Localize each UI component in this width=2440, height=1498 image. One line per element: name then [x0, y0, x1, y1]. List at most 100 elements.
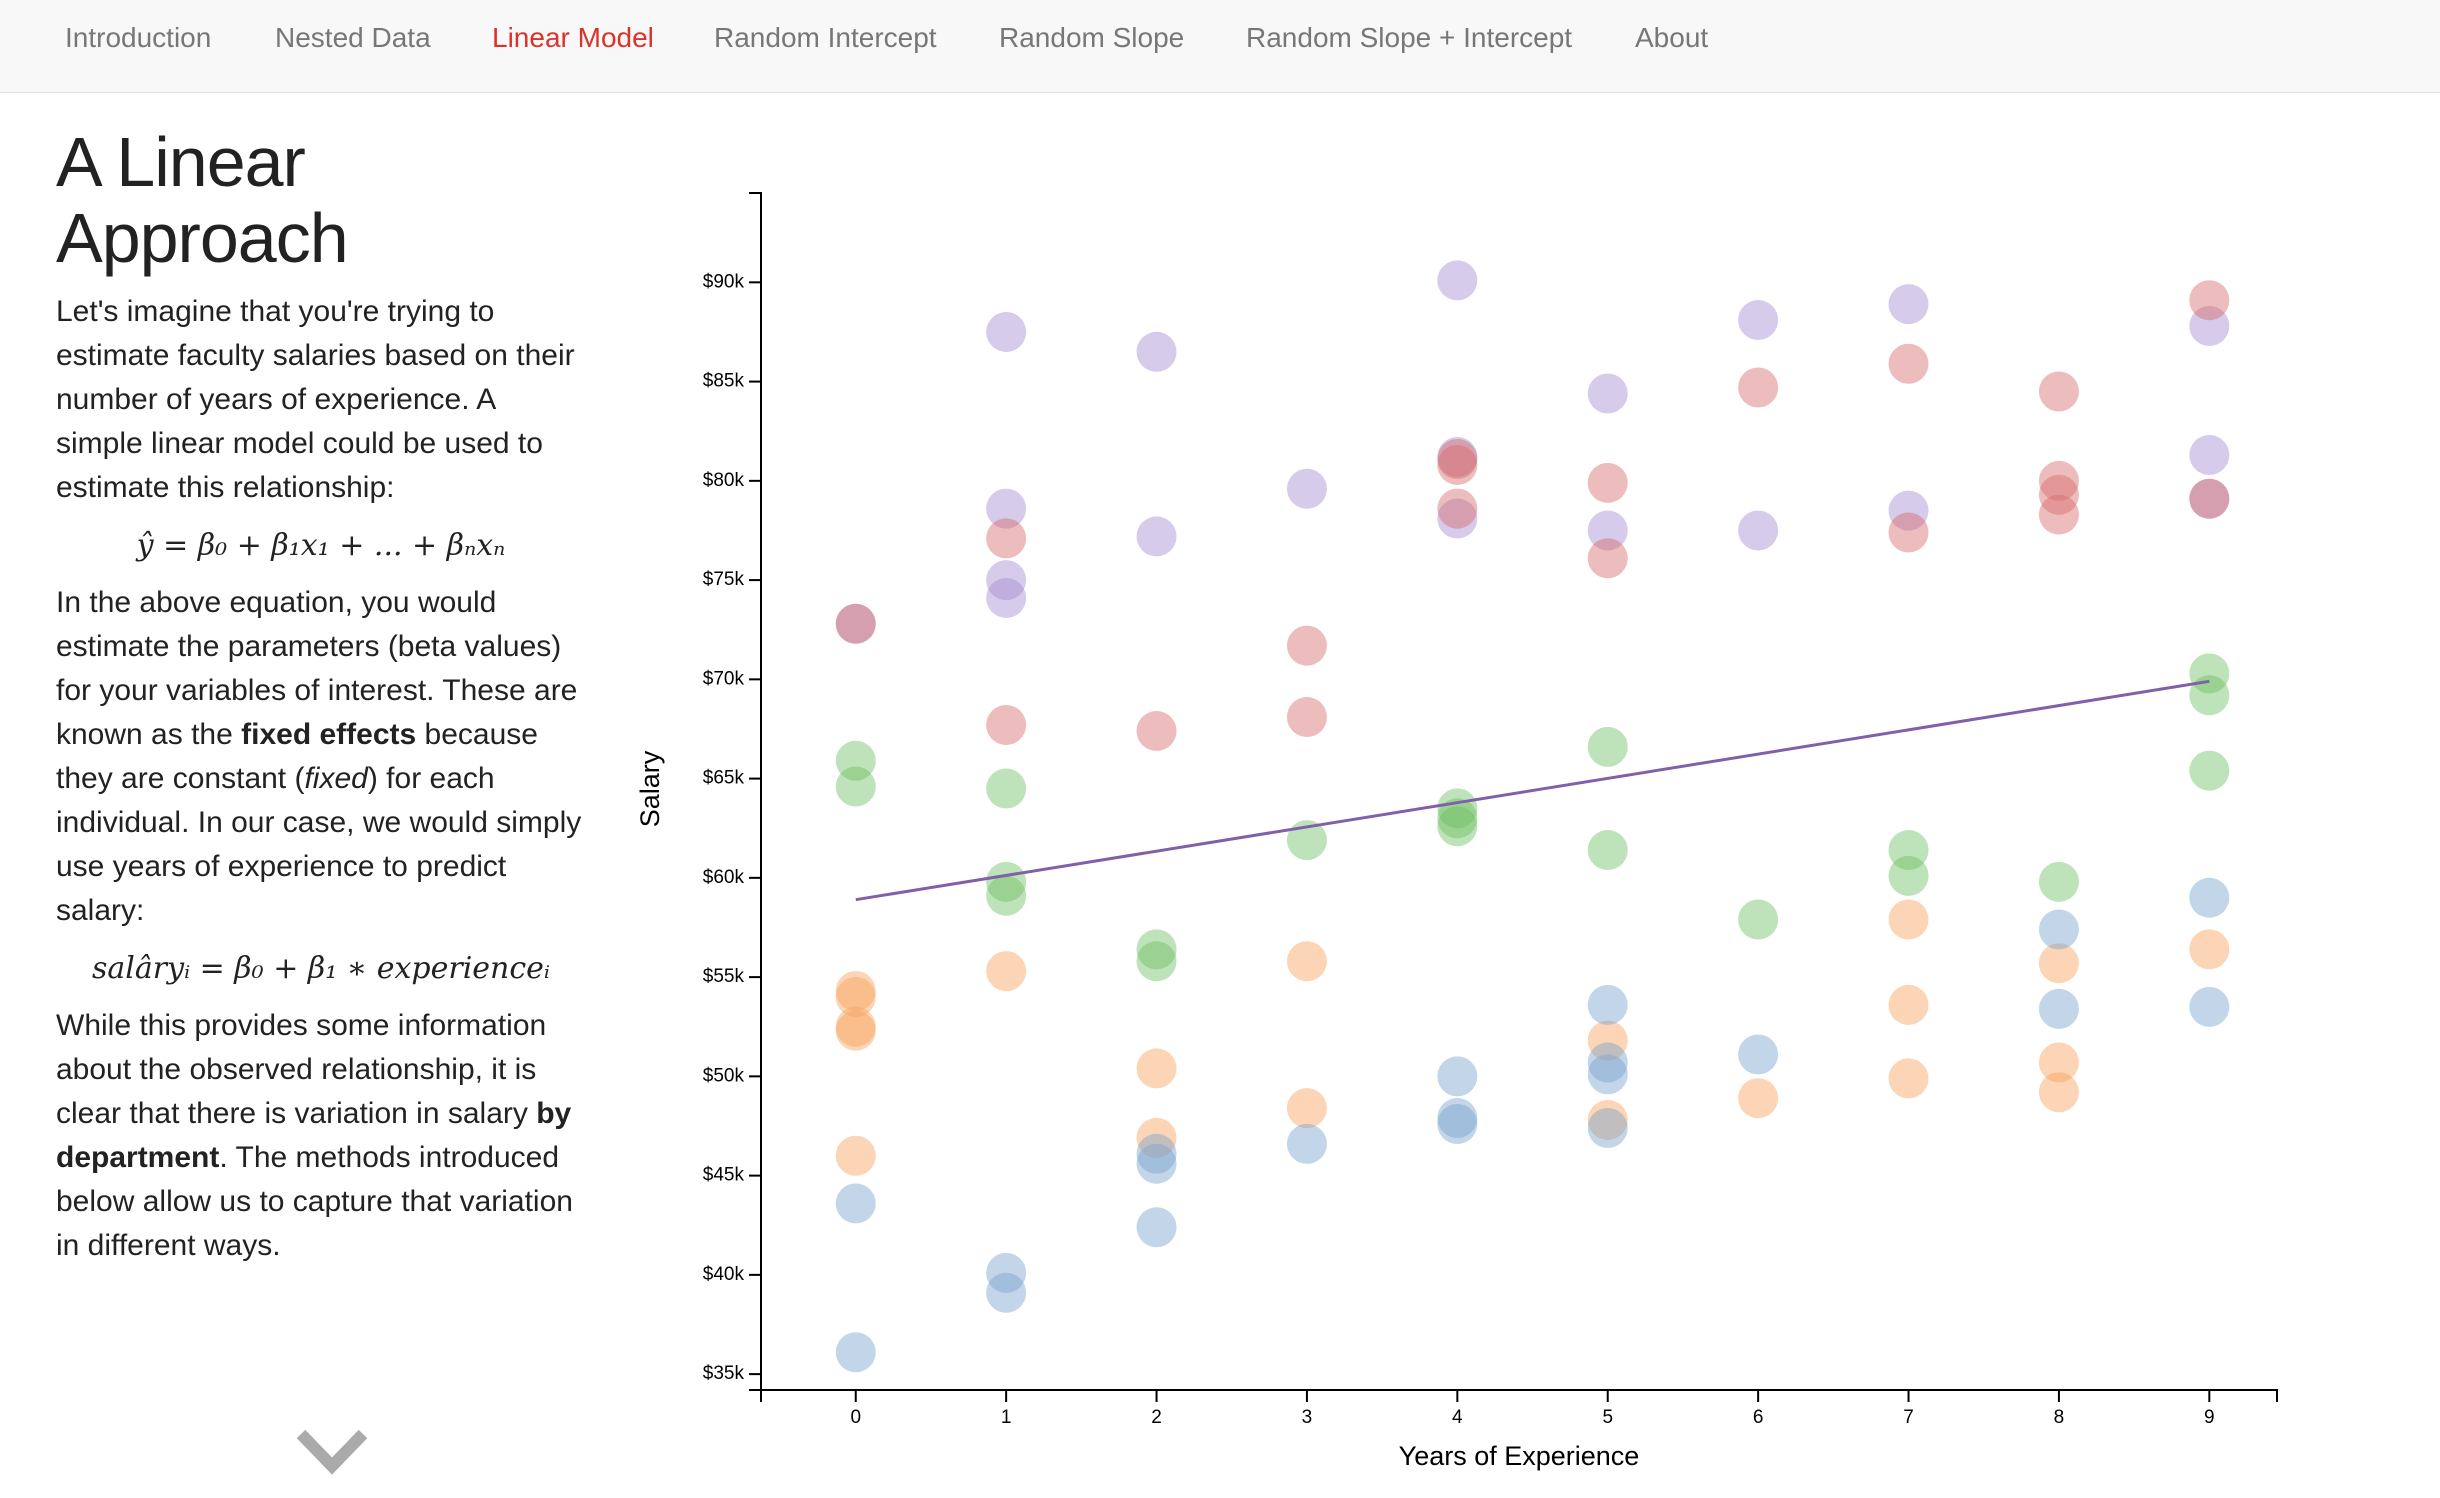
paragraph: Let's imagine that you're trying to esti…	[56, 290, 586, 510]
y-tick-label: $75k	[703, 569, 745, 590]
x-tick-label: 4	[1452, 1407, 1463, 1428]
nav-link[interactable]: Random Slope	[999, 22, 1185, 53]
scatter-point	[835, 603, 876, 644]
scatter-point	[986, 705, 1027, 745]
y-tick-label: $85k	[703, 371, 745, 392]
scatter-point	[1437, 488, 1478, 529]
scatter-point	[835, 976, 876, 1017]
y-tick-label: $65k	[703, 768, 745, 789]
scatter-point	[986, 488, 1027, 529]
scatter-point	[835, 1006, 876, 1047]
y-tick-label: $80k	[703, 470, 745, 491]
scatter-point	[835, 1183, 876, 1224]
text-run: ŷ = β₀ + β₁x₁ + ... + βₙxₙ	[136, 528, 506, 563]
scatter-point	[986, 861, 1027, 902]
scatter-point	[1888, 490, 1929, 531]
scatter-point	[2189, 675, 2230, 716]
x-tick-label: 1	[1001, 1407, 1012, 1428]
scatter-point	[2038, 1042, 2079, 1083]
scroll-down-chevron[interactable]	[295, 1428, 369, 1478]
scatter-point	[986, 768, 1027, 809]
scatter-point	[1888, 512, 1929, 553]
equation: salâryᵢ = β₀ + β₁ ∗ experienceᵢ	[56, 951, 586, 986]
scatter-point	[2189, 877, 2230, 918]
nav-link[interactable]: Linear Model	[492, 22, 654, 53]
nav-bar: Introduction Nested Data Linear Model Rando…	[0, 0, 2440, 93]
x-axis-title: Years of Experience	[1399, 1441, 1640, 1471]
scatter-point	[986, 951, 1027, 992]
text-run: Let's imagine that you're trying to esti…	[56, 295, 575, 504]
scatter-point	[835, 740, 876, 781]
x-axis-line	[760, 1389, 2278, 1402]
scatter-point	[1136, 516, 1177, 557]
text-run: ) for each individual. In our case, we w…	[56, 762, 582, 927]
scatter-point	[1136, 941, 1177, 982]
scatter-point	[1136, 1143, 1177, 1184]
x-tick-label: 3	[1302, 1407, 1313, 1428]
scatter-point	[1286, 625, 1327, 666]
x-tick-label: 8	[2054, 1407, 2065, 1428]
nav-link[interactable]: About	[1635, 22, 1709, 53]
scatter-point	[986, 875, 1027, 916]
scatter-point	[1888, 284, 1929, 325]
scatter-point	[1286, 1088, 1327, 1129]
scatter-point	[1888, 343, 1929, 384]
scatter-point	[1587, 726, 1628, 767]
scatter-point	[1888, 899, 1929, 940]
scatter-point	[2189, 306, 2230, 346]
nav-link[interactable]: Random Slope + Intercept	[1246, 22, 1573, 53]
scatter-point	[1738, 1034, 1779, 1075]
scatter-point	[2038, 988, 2079, 1029]
scatter-point	[2038, 943, 2079, 984]
scatter-point	[1738, 510, 1779, 551]
scatter-point	[2038, 371, 2079, 412]
y-tick-label: $40k	[703, 1264, 745, 1285]
scatter-point	[1437, 806, 1478, 847]
scatter-point	[1136, 1117, 1177, 1158]
x-tick-label: 5	[1602, 1407, 1613, 1428]
scatter-point	[2189, 435, 2230, 476]
scatter-point	[986, 560, 1027, 601]
nav-link[interactable]: Nested Data	[275, 22, 431, 53]
scatter-point	[1437, 1104, 1478, 1144]
scatter-point	[1738, 367, 1779, 408]
paragraph: In the above equation, you would estimat…	[56, 581, 586, 933]
y-tick-label: $70k	[703, 668, 745, 689]
scatter-point	[986, 1252, 1027, 1293]
scatter-point	[2189, 929, 2230, 970]
nav-link[interactable]: Random Intercept	[714, 22, 937, 53]
nav-link[interactable]: Introduction	[65, 22, 212, 53]
scatter-point	[1888, 855, 1929, 896]
x-tick-label: 9	[2204, 1407, 2215, 1428]
scatter-point	[1587, 830, 1628, 871]
scatter-point	[1136, 331, 1177, 372]
scatter-point	[1437, 260, 1478, 301]
scatter-point	[986, 311, 1027, 352]
scatter-point	[835, 1135, 876, 1176]
scatter-point	[1587, 1100, 1628, 1141]
scatter-point	[2038, 861, 2079, 902]
scatter-point	[1136, 710, 1177, 751]
y-tick-label: $45k	[703, 1165, 745, 1186]
article-title: A Linear Approach	[56, 123, 349, 277]
scatter-point	[1888, 1058, 1929, 1099]
scatter-point	[2038, 474, 2079, 515]
scatter-point	[1136, 1048, 1177, 1089]
scatter-point	[1738, 300, 1779, 341]
scatter-point	[1437, 1098, 1478, 1139]
scatter-point	[835, 971, 876, 1011]
scatter-point	[1587, 1054, 1628, 1095]
scatter-point	[1136, 1133, 1177, 1174]
scatter-point	[835, 603, 876, 644]
scatter-point	[1286, 1123, 1327, 1164]
y-tick-label: $60k	[703, 867, 745, 888]
x-tick-label: 2	[1151, 1407, 1162, 1428]
scatter-point	[835, 766, 876, 807]
scatter-point	[1437, 437, 1478, 478]
scatter-point	[1587, 462, 1628, 503]
equation: ŷ = β₀ + β₁x₁ + ... + βₙxₙ	[56, 528, 586, 563]
x-tick-label: 6	[1753, 1407, 1764, 1428]
scatter-point	[1888, 830, 1929, 871]
scatter-point	[2189, 750, 2230, 791]
